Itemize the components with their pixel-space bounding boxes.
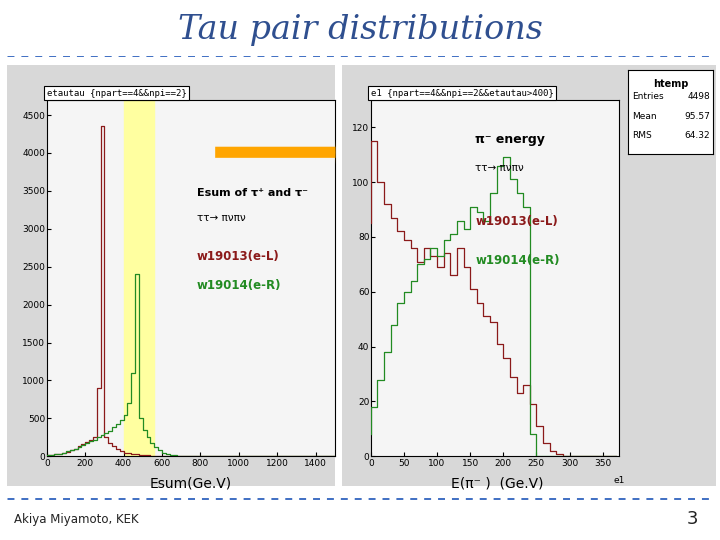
Text: Esum(Ge.V): Esum(Ge.V) [150, 476, 232, 490]
Text: 95.57: 95.57 [685, 112, 710, 121]
Text: Entries: Entries [632, 92, 664, 102]
Text: π⁻ energy: π⁻ energy [475, 133, 545, 146]
Text: w19014(e-R): w19014(e-R) [197, 279, 281, 292]
Text: RMS: RMS [632, 131, 652, 140]
Text: Mean: Mean [632, 112, 657, 121]
Text: e1 {npart==4&&npi==2&&etautau>400}: e1 {npart==4&&npi==2&&etautau>400} [371, 89, 554, 98]
Text: ττ→ πνπν: ττ→ πνπν [197, 213, 246, 223]
Text: E(π⁻ )  (Ge.V): E(π⁻ ) (Ge.V) [451, 476, 543, 490]
Bar [124, 100, 154, 456]
Text: Akiya Miyamoto, KEK: Akiya Miyamoto, KEK [14, 513, 139, 526]
Text: 4498: 4498 [688, 92, 710, 102]
Text: w19013(e-L): w19013(e-L) [475, 214, 558, 228]
Text: Tau pair distributions: Tau pair distributions [178, 14, 542, 46]
Text: w19013(e-L): w19013(e-L) [197, 250, 279, 264]
Text: w19014(e-R): w19014(e-R) [475, 254, 559, 267]
Text: 64.32: 64.32 [685, 131, 710, 140]
Text: htemp: htemp [652, 78, 688, 89]
Text: e1: e1 [613, 476, 625, 485]
Text: etautau {npart==4&&npi==2}: etautau {npart==4&&npi==2} [47, 89, 186, 98]
Text: Esum of τ⁺ and τ⁻: Esum of τ⁺ and τ⁻ [197, 188, 307, 198]
Text: 3: 3 [687, 510, 698, 529]
Text: ττ→ πνπν: ττ→ πνπν [475, 163, 524, 173]
